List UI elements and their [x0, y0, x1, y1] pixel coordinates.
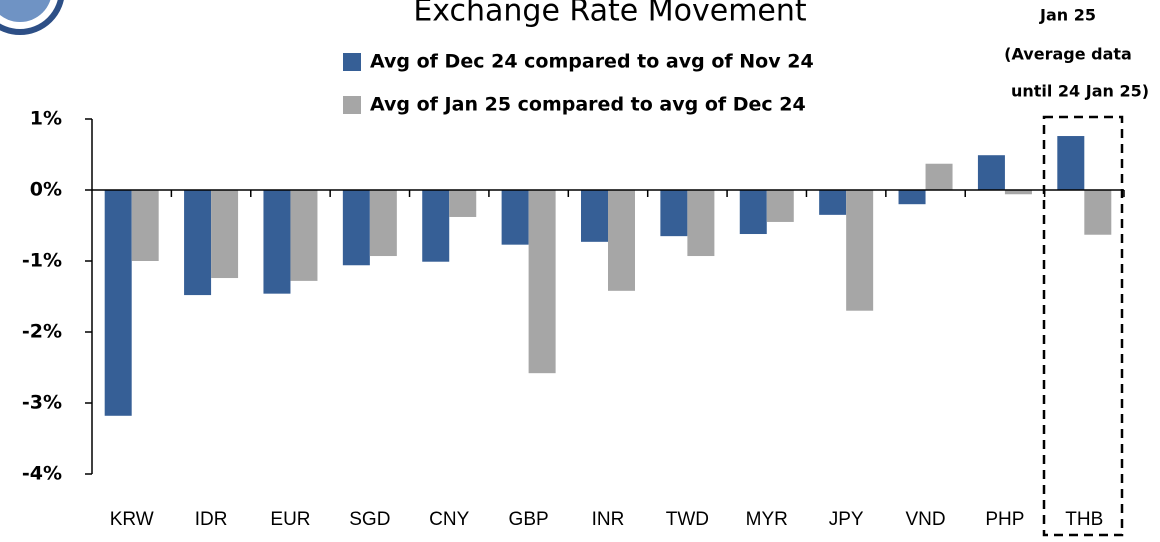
legend-label: Avg of Jan 25 compared to avg of Dec 24	[370, 94, 806, 116]
bar	[1084, 190, 1112, 235]
bar	[449, 190, 477, 217]
bar	[739, 190, 767, 235]
bar	[528, 190, 556, 374]
bar	[608, 190, 635, 291]
highlight-box	[1042, 115, 1124, 537]
bar	[1004, 190, 1032, 195]
annotation: (Average data	[1004, 45, 1132, 64]
bar	[766, 190, 794, 222]
bar	[925, 163, 953, 190]
chart-title: Exchange Rate Movement	[413, 0, 807, 29]
bar	[184, 190, 212, 296]
annotation: until 24 Jan 25)	[1011, 82, 1149, 101]
bar	[422, 190, 450, 262]
x-tick-label: VND	[905, 509, 945, 530]
annotation: Jan 25	[1039, 6, 1096, 25]
bar	[1057, 136, 1085, 190]
x-tick-label: THB	[1065, 509, 1103, 530]
bar	[687, 190, 715, 257]
y-tick-label: 1%	[30, 108, 62, 130]
bar	[342, 190, 370, 266]
bar	[581, 190, 608, 242]
y-tick-label: -3%	[22, 392, 62, 414]
x-tick-label: PHP	[985, 509, 1024, 530]
bar	[501, 190, 529, 245]
bar	[846, 190, 874, 311]
bar	[290, 190, 318, 281]
x-tick-label: GBP	[509, 509, 549, 530]
bar	[104, 190, 132, 416]
legend-swatch	[343, 96, 361, 114]
bar	[211, 190, 239, 279]
legend-label: Avg of Dec 24 compared to avg of Nov 24	[370, 51, 814, 73]
legend-swatch	[343, 53, 361, 71]
bar	[263, 190, 291, 294]
x-tick-label: IDR	[195, 509, 228, 530]
x-tick-label: EUR	[270, 509, 310, 530]
logo-inner	[0, 0, 51, 22]
bar	[660, 190, 688, 237]
y-tick-label: -4%	[22, 463, 62, 485]
x-tick-label: KRW	[110, 509, 154, 530]
y-tick-label: 0%	[30, 179, 62, 201]
x-tick-label: CNY	[429, 509, 469, 530]
x-tick-label: JPY	[829, 509, 864, 530]
bar	[898, 190, 926, 205]
x-tick-label: SGD	[349, 509, 390, 530]
bar	[819, 190, 847, 215]
y-tick-label: -2%	[22, 321, 62, 343]
bar	[977, 155, 1005, 190]
x-tick-label: TWD	[666, 509, 709, 530]
bar	[369, 190, 397, 257]
x-tick-label: MYR	[746, 509, 788, 530]
y-tick-label: -1%	[22, 250, 62, 272]
bar	[131, 190, 159, 261]
x-tick-label: INR	[592, 509, 625, 530]
